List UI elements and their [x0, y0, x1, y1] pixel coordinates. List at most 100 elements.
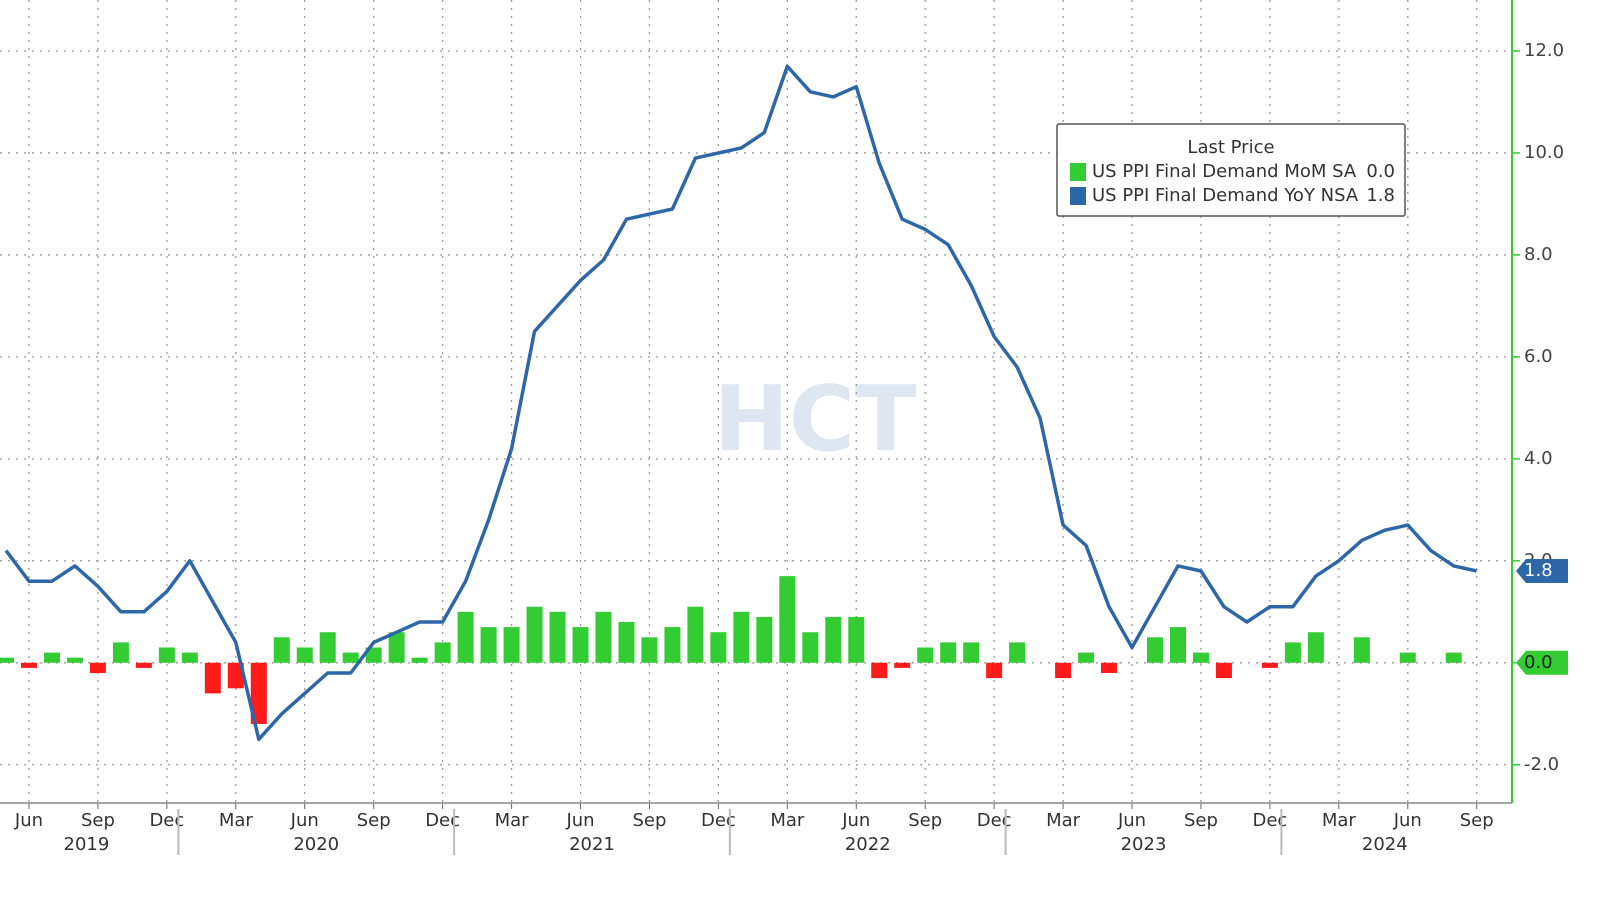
x-tick-label: Jun	[841, 810, 870, 831]
legend-label: US PPI Final Demand MoM SA	[1092, 161, 1357, 182]
bar	[618, 622, 635, 663]
bar	[1101, 662, 1118, 673]
x-tick-label: Dec	[425, 810, 460, 831]
bar	[388, 632, 405, 663]
x-tick-label: Mar	[495, 810, 530, 831]
y-tick-label: -2.0	[1524, 754, 1559, 775]
bar	[480, 627, 497, 663]
x-tick-label: Jun	[1393, 810, 1422, 831]
bar	[733, 611, 750, 663]
bar	[1399, 652, 1416, 663]
year-label: 2022	[845, 834, 891, 855]
legend-value: 0.0	[1366, 161, 1395, 182]
x-tick-label: Jun	[565, 810, 594, 831]
x-tick-label: Jun	[290, 810, 319, 831]
bar	[963, 642, 980, 663]
bar	[89, 662, 106, 673]
bar	[1009, 642, 1026, 663]
bar	[1215, 662, 1232, 679]
bar	[1192, 652, 1209, 663]
bar	[779, 576, 796, 663]
bar	[434, 642, 451, 663]
last-value-tag	[1516, 650, 1568, 675]
bar	[1307, 632, 1324, 663]
x-tick-label: Sep	[632, 810, 666, 831]
legend-swatch	[1070, 163, 1086, 181]
bar	[1284, 642, 1301, 663]
bar	[411, 657, 428, 663]
bar	[1445, 652, 1462, 663]
year-label: 2023	[1121, 834, 1167, 855]
line	[4, 64, 1478, 742]
bar	[204, 662, 221, 694]
bar	[227, 662, 244, 689]
bar	[1078, 652, 1095, 663]
bar	[894, 662, 911, 668]
y-tick-label: 12.0	[1524, 40, 1564, 61]
x-tick-label: Mar	[1322, 810, 1357, 831]
bar	[572, 627, 589, 663]
y-tick-label: 10.0	[1524, 142, 1564, 163]
y-tick-label: 8.0	[1524, 244, 1553, 265]
bar	[43, 652, 60, 663]
legend-label: US PPI Final Demand YoY NSA	[1092, 185, 1359, 206]
y-tick-label: 6.0	[1524, 346, 1553, 367]
last-value-tag-label: 0.0	[1524, 652, 1553, 673]
x-tick-label: Dec	[1252, 810, 1287, 831]
year-label: 2019	[64, 834, 110, 855]
x-tick-label: Jun	[14, 810, 43, 831]
x-tick-label: Mar	[770, 810, 805, 831]
year-label: 2021	[569, 834, 615, 855]
last-value-tag-label: 1.8	[1524, 560, 1553, 581]
x-tick-label: Sep	[908, 810, 942, 831]
bar	[0, 657, 14, 663]
bar	[917, 647, 934, 663]
x-tick-label: Dec	[977, 810, 1012, 831]
bar	[756, 616, 773, 663]
year-label: 2024	[1362, 834, 1408, 855]
bar	[1055, 662, 1072, 679]
bar	[20, 662, 37, 668]
year-label: 2020	[293, 834, 339, 855]
bar	[526, 606, 543, 663]
last-value-tag	[1516, 559, 1568, 584]
bar	[1353, 637, 1370, 663]
bar	[342, 652, 359, 663]
x-tick-label: Dec	[701, 810, 736, 831]
bar	[1169, 627, 1186, 663]
x-tick-label: Jun	[1117, 810, 1146, 831]
bar	[319, 632, 336, 663]
legend-title: Last Price	[1187, 137, 1274, 158]
legend-value: 1.8	[1366, 185, 1395, 206]
bar	[940, 642, 957, 663]
bar	[135, 662, 152, 668]
bar	[595, 611, 612, 663]
bar	[664, 627, 681, 663]
bar	[250, 662, 267, 724]
legend-swatch	[1070, 187, 1086, 205]
bar	[503, 627, 520, 663]
bar	[181, 652, 198, 663]
bar	[549, 611, 566, 663]
legend-box	[1056, 123, 1406, 217]
bar	[871, 662, 888, 679]
x-tick-label: Dec	[149, 810, 184, 831]
bar	[641, 637, 658, 663]
y-tick-label: 4.0	[1524, 448, 1553, 469]
bar	[848, 616, 865, 663]
bar	[112, 642, 129, 663]
x-tick-label: Mar	[219, 810, 254, 831]
bar	[687, 606, 704, 663]
bar	[296, 647, 313, 663]
bar	[365, 647, 382, 663]
bar	[158, 647, 175, 663]
bar	[66, 657, 83, 663]
bar	[710, 632, 727, 663]
bar	[1261, 662, 1278, 668]
x-tick-label: Sep	[81, 810, 115, 831]
bar	[825, 616, 842, 663]
x-tick-label: Sep	[1460, 810, 1494, 831]
bar	[802, 632, 819, 663]
bar	[1147, 637, 1163, 663]
